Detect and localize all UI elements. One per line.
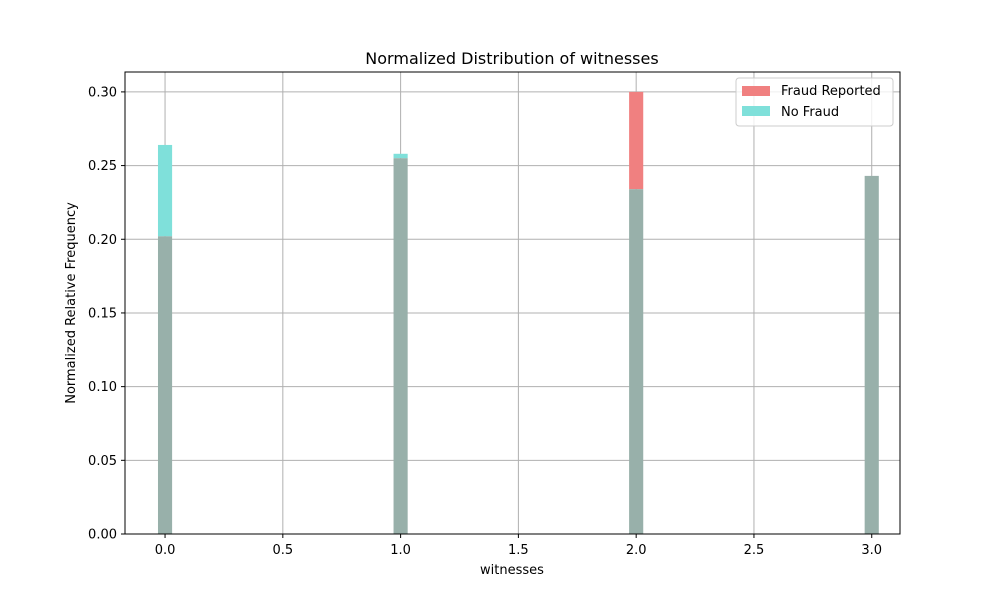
x-tick-label: 2.0 (626, 543, 647, 558)
x-tick-label: 0.5 (272, 543, 293, 558)
y-tick-label: 0.10 (88, 380, 117, 395)
bar-no-fraud-0 (157, 144, 173, 237)
bar-overlap-0 (157, 236, 173, 534)
bars (157, 91, 879, 535)
bar-overlap-3 (864, 175, 879, 535)
x-tick-label: 2.5 (744, 543, 765, 558)
x-tick-label: 1.0 (390, 543, 411, 558)
bar-overlap-2 (629, 189, 644, 534)
x-tick-label: 0.0 (155, 543, 176, 558)
legend-box (735, 77, 894, 127)
legend-label-no-fraud: No Fraud (781, 105, 839, 120)
legend: Fraud Reported No Fraud (735, 77, 894, 127)
x-axis-ticks: 0.0 0.5 1.0 1.5 2.0 2.5 3.0 (155, 534, 882, 558)
chart-title: Normalized Distribution of witnesses (365, 49, 658, 68)
y-tick-label: 0.15 (88, 306, 117, 321)
bar-overlap-1 (393, 158, 408, 535)
plot-frame (124, 71, 901, 535)
y-axis-ticks: 0.00 0.05 0.10 0.15 0.20 0.25 0.30 (88, 85, 125, 543)
x-tick-label: 3.0 (861, 543, 882, 558)
legend-swatch-no-fraud (742, 106, 770, 116)
y-tick-label: 0.00 (88, 528, 117, 543)
y-tick-label: 0.25 (88, 159, 117, 174)
bar-fraud-reported-2 (629, 91, 644, 190)
y-tick-label: 0.30 (88, 85, 117, 100)
y-tick-label: 0.05 (88, 454, 117, 469)
grid-lines (125, 72, 900, 535)
y-axis-title: Normalized Relative Frequency (64, 202, 79, 404)
bar-no-fraud-1 (393, 153, 408, 159)
legend-swatch-fraud-reported (742, 86, 770, 96)
legend-label-fraud-reported: Fraud Reported (781, 84, 881, 99)
y-tick-label: 0.20 (88, 233, 117, 248)
x-tick-label: 1.5 (508, 543, 529, 558)
x-axis-title: witnesses (480, 563, 544, 578)
